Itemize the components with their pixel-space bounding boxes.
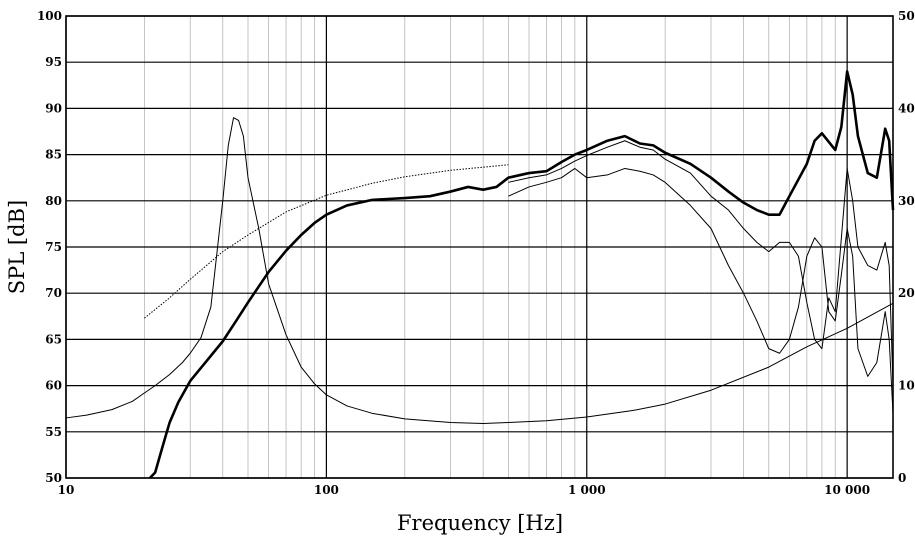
y-tick-label: 75 — [45, 240, 62, 254]
series-line-3 — [508, 167, 894, 414]
y-tick-label: 50 — [45, 471, 62, 485]
y-tick-label: 80 — [45, 194, 62, 208]
y2-tick-label: 30 — [898, 194, 915, 208]
y-tick-labels: 100 95 90 85 80 75 70 65 60 55 50 — [37, 9, 62, 485]
y-tick-label: 55 — [45, 425, 62, 439]
y-tick-label: 85 — [45, 148, 62, 162]
y2-tick-label: 50 — [898, 9, 915, 23]
y-tick-label: 90 — [45, 101, 62, 115]
series-line-1 — [148, 70, 895, 479]
x-tick-labels: 10 100 1 000 10 000 — [58, 483, 870, 497]
y-tick-label: 100 — [37, 9, 62, 23]
y2-tick-label: 0 — [898, 471, 906, 485]
series-group — [65, 70, 895, 479]
plot-border — [65, 15, 894, 479]
series-line-5 — [65, 117, 894, 424]
x-tick-label: 100 — [314, 483, 339, 497]
x-tick-label: 1 000 — [568, 483, 606, 497]
y-tick-label: 70 — [45, 286, 62, 300]
series-line-2 — [508, 140, 894, 386]
y2-tick-label: 40 — [898, 101, 915, 115]
y-tick-label: 95 — [45, 55, 62, 69]
plot-frame — [65, 15, 894, 479]
x-axis-title: Frequency [Hz] — [397, 511, 563, 535]
grid — [65, 15, 893, 479]
y-axis-title: SPL [dB] — [5, 200, 29, 294]
y2-tick-label: 20 — [898, 286, 915, 300]
x-tick-label: 10 000 — [824, 483, 870, 497]
y2-tick-labels: 50 40 30 20 10 0 — [898, 9, 915, 485]
y-tick-label: 65 — [45, 332, 62, 346]
y-tick-label: 60 — [45, 379, 62, 393]
series-line-4 — [144, 164, 509, 319]
y2-tick-label: 10 — [898, 379, 915, 393]
x-tick-label: 10 — [58, 483, 75, 497]
